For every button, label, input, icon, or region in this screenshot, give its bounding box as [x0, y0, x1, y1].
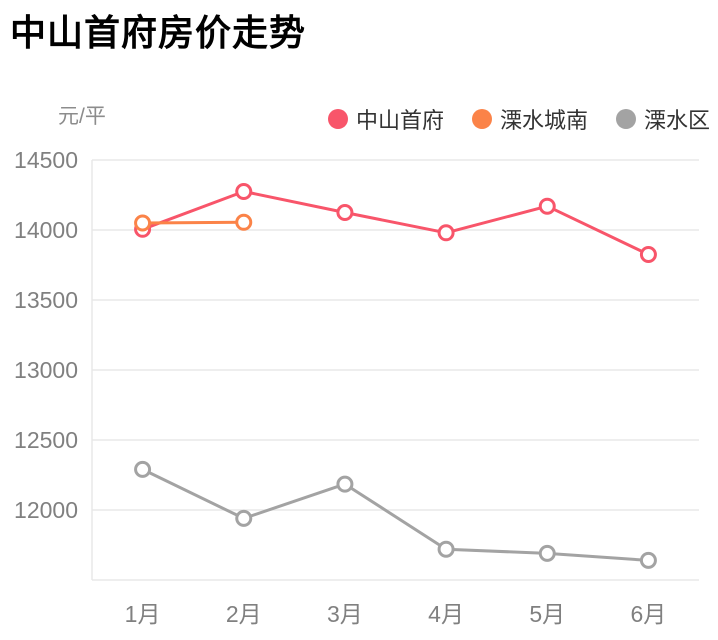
series-line-0: [141, 190, 650, 256]
data-point-marker: [235, 183, 253, 200]
series-line-2: [141, 467, 650, 562]
data-point-marker: [538, 544, 556, 562]
y-axis-unit-label: 元/平: [58, 105, 106, 128]
x-tick-label: 6月: [631, 601, 667, 627]
data-point-marker: [437, 224, 455, 242]
y-tick-label: 14500: [14, 147, 78, 173]
legend-dot-gray-icon: [615, 109, 636, 129]
legend-label-zhongshan-shoufu: 中山首府: [355, 108, 444, 133]
legend-item-lishui-qu[interactable]: 溧水区: [615, 103, 710, 135]
data-point-marker: [336, 475, 354, 493]
x-tick-label: 5月: [529, 601, 565, 627]
legend-label-lishui-chengnan: 溧水城南: [499, 108, 588, 133]
data-point-marker: [134, 214, 152, 232]
legend-item-zhongshan-shoufu[interactable]: 中山首府: [327, 103, 444, 135]
data-point-marker: [639, 551, 657, 569]
chart-title: 中山首府房价走势: [10, 12, 307, 53]
data-point-marker: [437, 540, 455, 558]
data-point-marker: [235, 509, 253, 527]
legend-dot-red-icon: [327, 109, 348, 129]
data-point-marker: [134, 460, 152, 478]
legend-label-lishui-qu: 溧水区: [643, 108, 710, 133]
series-line-1: [141, 220, 246, 225]
data-point-marker: [639, 246, 657, 263]
x-tick-label: 4月: [428, 601, 464, 627]
y-tick-label: 14000: [14, 217, 78, 243]
chart-legend: 中山首府 溧水城南 溧水区: [327, 103, 710, 135]
data-point-marker: [235, 213, 253, 231]
data-point-marker: [336, 204, 354, 221]
x-tick-label: 3月: [327, 601, 363, 627]
data-point-marker: [538, 197, 556, 215]
y-tick-label: 12000: [14, 497, 78, 523]
legend-item-lishui-chengnan[interactable]: 溧水城南: [471, 103, 588, 135]
x-tick-label: 1月: [125, 601, 161, 627]
y-tick-label: 12500: [14, 427, 78, 453]
x-tick-label: 2月: [226, 601, 262, 627]
y-tick-label: 13500: [14, 287, 78, 313]
legend-dot-orange-icon: [471, 109, 492, 129]
y-tick-label: 13000: [14, 357, 78, 383]
